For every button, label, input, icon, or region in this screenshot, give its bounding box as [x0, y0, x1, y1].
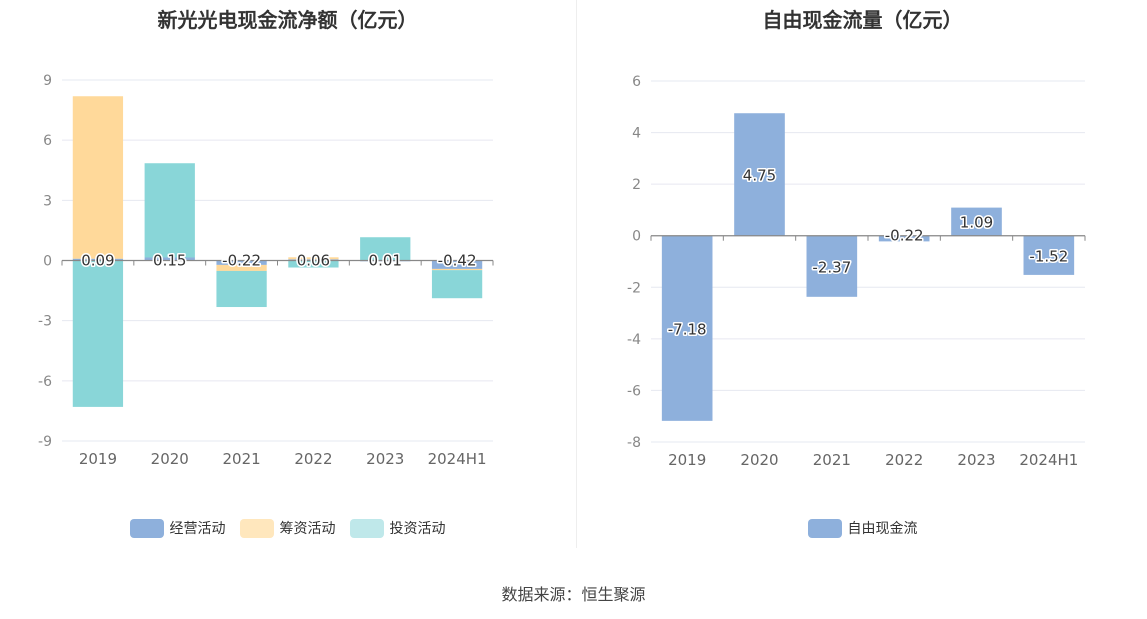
data-label: 0.01: [369, 252, 402, 270]
bar: [288, 259, 339, 261]
bar: [216, 264, 267, 271]
bar: [878, 235, 930, 242]
bar: [1023, 235, 1075, 275]
x-tick-label: 2024H1: [1019, 451, 1078, 469]
y-tick-label: 4: [632, 126, 641, 142]
bar: [72, 258, 124, 261]
y-tick-label: -6: [38, 374, 52, 390]
bar: [216, 270, 267, 308]
legend-swatch: [807, 518, 842, 538]
legend-label: 投资活动: [389, 521, 446, 537]
data-label: 0.09: [81, 252, 114, 270]
bar: [144, 257, 195, 261]
legend-item-free-cashflow[interactable]: 自由现金流: [807, 518, 918, 538]
legend-swatch: [349, 518, 384, 538]
data-label: 0.15: [153, 252, 186, 270]
y-tick-label: 6: [43, 133, 52, 149]
free-cashflow-chart-panel: 自由现金流量（亿元） 6 4 2 0 -2 -4 -6 -8 2019 2020 2021 2022 2…: [578, 0, 1147, 560]
bar: [216, 260, 267, 265]
chart-title: 新光光电现金流净额（亿元）: [157, 8, 418, 32]
bar: [72, 96, 124, 259]
legend-item-investing[interactable]: 投资活动: [349, 518, 446, 538]
y-tick-label: -3: [38, 314, 52, 330]
bar: [661, 235, 713, 421]
y-tick-label: 0: [43, 254, 52, 270]
data-label: -2.37: [812, 258, 851, 276]
y-tick-label: 3: [43, 193, 52, 209]
cashflow-net-chart-panel: 新光光电现金流净额（亿元） 9 6 3 0 -3 -6 -9 2019 2020 2021 2022…: [0, 0, 575, 560]
legend-item-operating[interactable]: 经营活动: [129, 518, 226, 538]
y-tick-label: -6: [627, 383, 641, 399]
bar: [734, 113, 785, 236]
x-tick-label: 2021: [222, 450, 260, 468]
x-tick-label: 2024H1: [428, 450, 487, 468]
legend-label: 经营活动: [169, 521, 226, 537]
data-label: -0.22: [885, 227, 924, 245]
data-label: 4.75: [743, 166, 776, 184]
bar: [431, 270, 483, 299]
data-label: -7.18: [668, 320, 707, 338]
y-tick-label: 6: [632, 74, 641, 90]
chart-legend: 自由现金流: [578, 518, 1147, 538]
legend-label: 筹资活动: [279, 521, 336, 537]
bar: [288, 257, 339, 260]
chart-title: 自由现金流量（亿元）: [762, 8, 963, 32]
x-tick-label: 2023: [957, 451, 995, 469]
bar: [360, 237, 411, 261]
x-tick-label: 2023: [366, 450, 404, 468]
legend-item-financing[interactable]: 筹资活动: [239, 518, 336, 538]
y-tick-label: -8: [627, 435, 641, 451]
bar: [431, 260, 483, 269]
data-label: -1.52: [1029, 247, 1068, 265]
y-tick-label: 2: [632, 177, 641, 193]
x-tick-label: 2019: [79, 450, 117, 468]
bar: [806, 235, 858, 297]
chart-legend: 经营活动 筹资活动 投资活动: [0, 518, 575, 538]
data-label: -0.42: [438, 252, 477, 270]
bar: [288, 260, 339, 268]
x-tick-label: 2022: [885, 451, 923, 469]
bar: [72, 260, 124, 407]
panel-divider: [576, 0, 577, 548]
bar: [144, 163, 195, 258]
y-tick-label: -9: [38, 434, 52, 450]
x-tick-label: 2020: [151, 450, 189, 468]
legend-label: 自由现金流: [847, 521, 918, 537]
y-tick-label: 9: [43, 73, 52, 89]
y-tick-label: -2: [627, 280, 641, 296]
cashflow-net-chart: 9 6 3 0 -3 -6 -9 2019 2020 2021 2022 2023 2024H1 0.09…: [38, 73, 494, 468]
y-tick-label: -4: [627, 332, 641, 348]
x-tick-label: 2021: [813, 451, 851, 469]
x-tick-label: 2019: [668, 451, 706, 469]
data-label: 0.06: [297, 252, 330, 270]
data-source-note: 数据来源：恒生聚源: [501, 585, 646, 604]
x-tick-label: 2022: [294, 450, 332, 468]
free-cashflow-chart: 6 4 2 0 -2 -4 -6 -8 2019 2020 2021 2022 2023 2024H1 -7…: [627, 74, 1086, 469]
data-label: 1.09: [960, 214, 993, 232]
legend-swatch: [239, 518, 274, 538]
data-label: -0.22: [222, 252, 261, 270]
y-tick-label: 0: [632, 229, 641, 245]
x-tick-label: 2020: [740, 451, 778, 469]
bar: [951, 207, 1002, 236]
bar: [431, 268, 483, 271]
legend-swatch: [129, 518, 164, 538]
